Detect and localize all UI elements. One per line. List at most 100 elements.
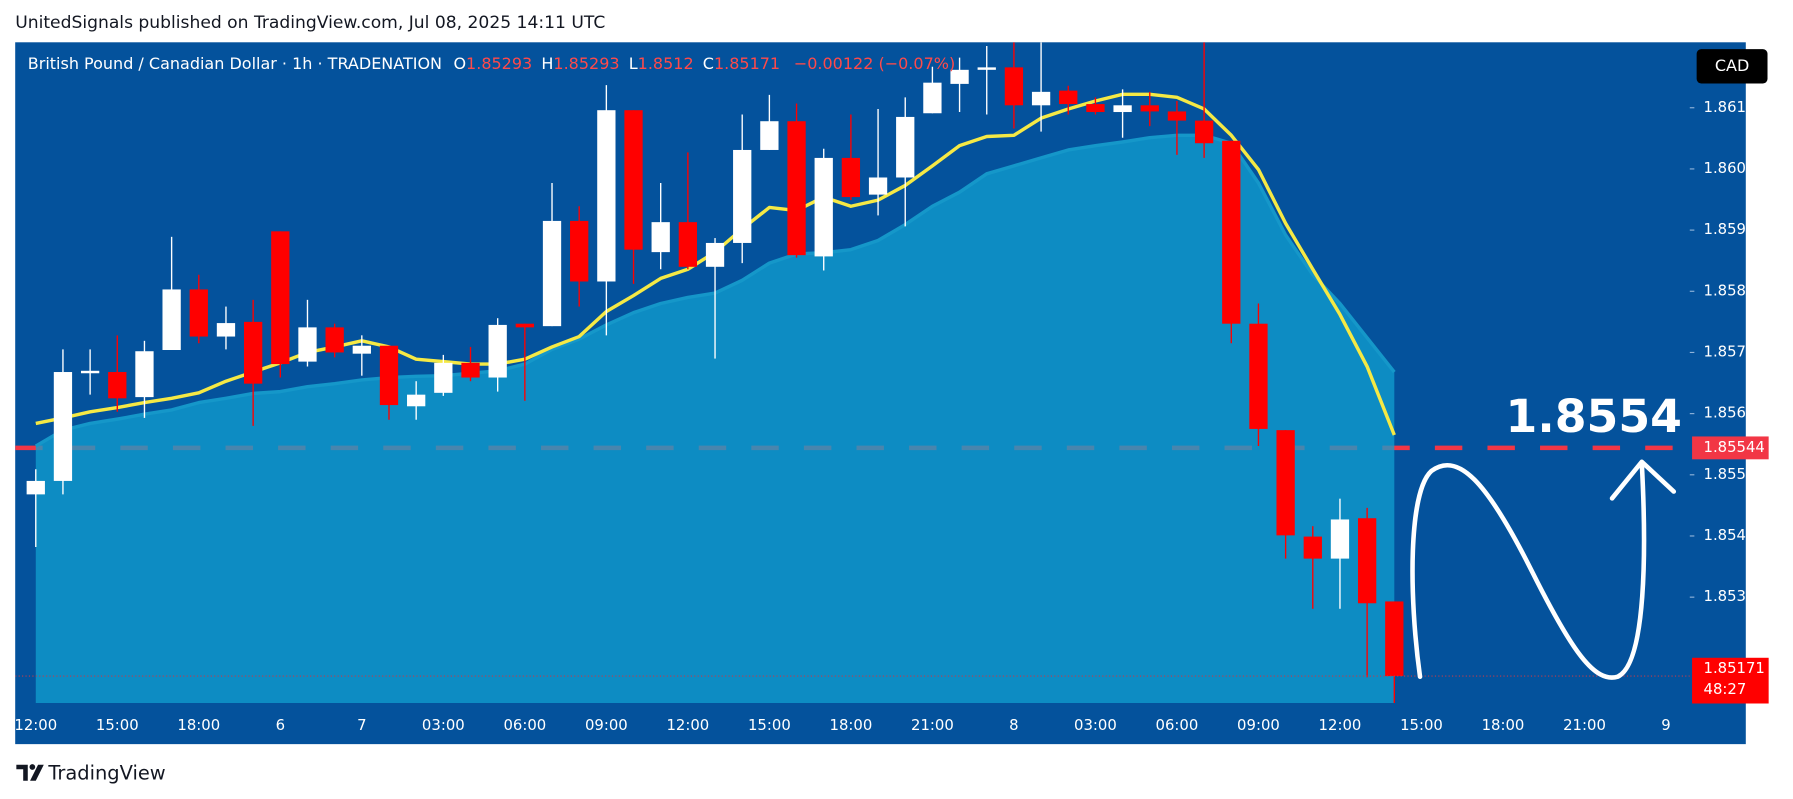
x-tick-label: 9	[1661, 716, 1670, 734]
level-label-box	[1692, 436, 1769, 460]
x-tick-label: 18:00	[1482, 716, 1525, 734]
candle-body	[1113, 105, 1132, 113]
l-label: L	[629, 54, 638, 73]
candle-body	[488, 324, 507, 378]
candle-body	[53, 372, 73, 481]
currency-button[interactable]	[1696, 49, 1768, 84]
c-value: 1.85171	[714, 54, 780, 73]
candle-body	[1086, 104, 1105, 113]
candle-body	[26, 480, 45, 495]
candle-body	[461, 362, 480, 378]
candle-body	[624, 110, 643, 250]
y-tick-label: 1.85400	[1704, 526, 1765, 544]
candle-body	[216, 323, 236, 337]
candle-body	[542, 220, 562, 327]
x-tick-label: 06:00	[503, 716, 546, 734]
last-price-label: 1.85171	[1704, 659, 1765, 677]
x-tick-label: 18:00	[177, 716, 220, 734]
y-tick-label: 1.85900	[1704, 220, 1765, 238]
candle-body	[80, 370, 100, 374]
candle-body	[352, 345, 371, 354]
candle-body	[1249, 323, 1268, 429]
x-tick-label: 09:00	[585, 716, 628, 734]
candle-body	[298, 327, 317, 362]
x-tick-label: 8	[1009, 716, 1018, 734]
candle-body	[1167, 111, 1187, 121]
candle-body	[162, 289, 181, 351]
x-tick-label: 12:00	[14, 716, 57, 734]
candle-body	[243, 321, 263, 384]
hand-drawn-projection	[1410, 459, 1677, 680]
candle-body	[977, 67, 996, 70]
x-tick-label: 6	[276, 716, 285, 734]
candle-body	[325, 327, 344, 353]
candle-body	[570, 220, 589, 282]
x-tick-label: 21:00	[1563, 716, 1606, 734]
y-tick-label: 1.86000	[1704, 159, 1765, 177]
o-label: O	[453, 54, 466, 73]
x-tick-label: 15:00	[96, 716, 139, 734]
candle-body	[434, 362, 453, 393]
plot-area	[15, 42, 1690, 703]
y-tick-label: 1.85700	[1704, 342, 1765, 360]
candle-body	[651, 222, 670, 253]
y-tick-label: 1.85800	[1704, 281, 1765, 299]
candle-body	[923, 82, 942, 114]
x-tick-label: 03:00	[422, 716, 465, 734]
candle-body	[868, 177, 888, 195]
candle-body	[1303, 536, 1322, 559]
candle-body	[515, 323, 534, 328]
y-tick-label: 1.85500	[1704, 465, 1765, 483]
x-tick-label: 7	[357, 716, 366, 734]
candle-body	[814, 157, 833, 257]
candle-body	[1357, 518, 1377, 604]
candle-body	[407, 394, 426, 407]
c-label: C	[703, 54, 714, 73]
candle-body	[705, 242, 725, 267]
countdown: 48:27	[1704, 680, 1747, 698]
x-tick-label: 06:00	[1156, 716, 1199, 734]
candle-body	[108, 372, 127, 399]
currency-label[interactable]: CAD	[1715, 56, 1749, 75]
x-tick-label: 12:00	[666, 716, 709, 734]
x-tick-label: 12:00	[1319, 716, 1362, 734]
candle-body	[760, 121, 779, 150]
candle-body	[1194, 120, 1214, 144]
candle-body	[189, 289, 208, 337]
x-tick-label: 15:00	[1400, 716, 1443, 734]
h-label: H	[541, 54, 553, 73]
publish-header: UnitedSignals published on TradingView.c…	[15, 13, 605, 33]
x-tick-label: 15:00	[748, 716, 791, 734]
candle-body	[1031, 91, 1051, 106]
legend-line: British Pound / Canadian Dollar · 1h · T…	[28, 54, 955, 73]
candle-body	[597, 110, 616, 282]
target-annotation: 1.8554	[1506, 390, 1682, 443]
candle-body	[950, 69, 969, 84]
candle-body	[841, 157, 861, 198]
candle-body	[271, 231, 290, 365]
candle-body	[1330, 519, 1350, 559]
candle-body	[678, 222, 698, 267]
candle-body	[1385, 601, 1404, 677]
candle-body	[379, 345, 399, 406]
x-tick-label: 09:00	[1237, 716, 1280, 734]
x-tick-label: 03:00	[1074, 716, 1117, 734]
last-price-box	[1692, 657, 1769, 704]
x-tick-label: 21:00	[911, 716, 954, 734]
candle-body	[733, 149, 752, 243]
y-tick-label: 1.85300	[1704, 587, 1765, 605]
brand-name: TradingView	[47, 761, 165, 784]
candle-body	[787, 121, 806, 256]
o-value: 1.85293	[466, 54, 532, 73]
l-value: 1.8512	[638, 54, 694, 73]
level-label: 1.85544	[1704, 438, 1765, 456]
candle-body	[1004, 67, 1024, 106]
change: −0.00122 (−0.07%)	[794, 54, 955, 73]
symbol: British Pound / Canadian Dollar · 1h · T…	[28, 54, 442, 73]
candle-body	[135, 351, 154, 398]
candle-body	[1276, 430, 1295, 536]
candle-body	[1059, 90, 1078, 105]
candle-body	[1140, 105, 1159, 112]
brand-logo	[16, 764, 44, 781]
